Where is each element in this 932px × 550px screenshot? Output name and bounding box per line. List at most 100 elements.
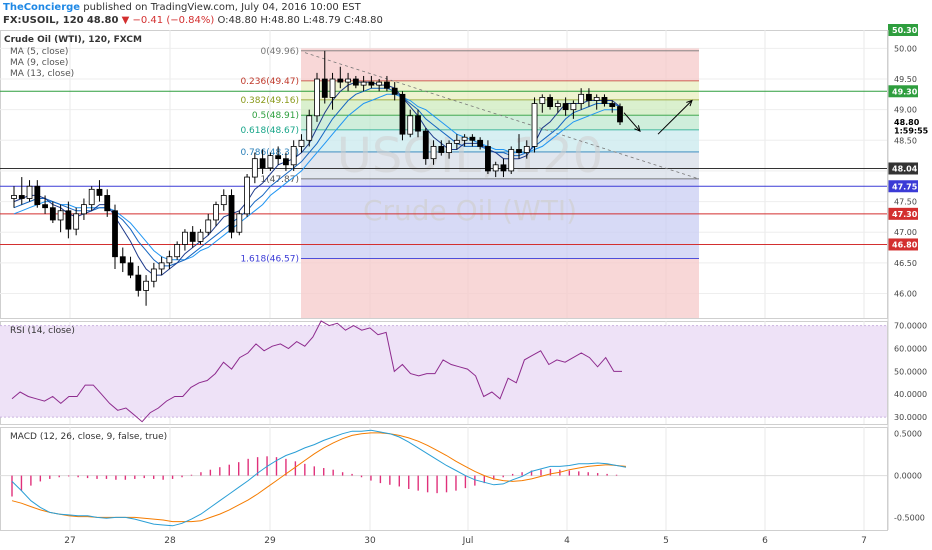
candle-body [127, 262, 134, 276]
legend-ma9: MA (9, close) [10, 58, 68, 68]
candle-body [259, 158, 266, 169]
candle-body [508, 149, 515, 172]
candle-body [376, 81, 383, 86]
candle-body [298, 139, 305, 147]
candle-body [150, 268, 157, 282]
price-change: ▼ −0.41 (−0.84%) [121, 15, 215, 26]
y-tick-label: 47.00 [894, 228, 917, 237]
candle-body [65, 210, 72, 230]
fib-zone-extension [301, 258, 699, 318]
candle-body [275, 155, 282, 160]
candle-body [446, 142, 452, 153]
candle-body [88, 188, 95, 206]
fib-zone [301, 80, 699, 100]
publish-line: TheConcierge published on TradingView.co… [3, 2, 361, 13]
fib-zone [301, 50, 699, 81]
candle-body [360, 81, 367, 86]
candle-body [578, 93, 585, 104]
candle-body [609, 103, 616, 107]
x-tick-label: 28 [164, 536, 176, 546]
symbol-label: FX:USOIL, 120 [3, 15, 84, 26]
candle-body [492, 164, 499, 172]
candle-body [104, 195, 111, 212]
price-tag [888, 238, 918, 251]
x-tick-label: 5 [663, 536, 669, 546]
price-tag-label: 46.80 [892, 240, 918, 249]
watermark-name: Crude Oil (WTI) [363, 194, 577, 227]
candle-body [220, 195, 227, 206]
fib-level-label: 0.382(49.16) [240, 96, 299, 106]
candle-body [236, 213, 243, 233]
x-tick-label: 7 [861, 536, 867, 546]
rsi-band [0, 325, 887, 418]
x-tick-label: Jul [462, 536, 474, 546]
candle-body [42, 204, 48, 209]
candle-body [438, 146, 445, 153]
watermark-symbol: USOIL, 120 [337, 128, 603, 184]
candle-body [244, 176, 250, 215]
candle-body [485, 146, 491, 172]
candle-body [399, 93, 406, 135]
y-tick-label: 47.50 [894, 198, 917, 207]
candle-body [166, 256, 173, 264]
candle-body [267, 155, 274, 169]
candle-body [306, 115, 313, 141]
macd-title: MACD (12, 26, close, 9, false, true) [10, 432, 167, 442]
y-tick-label: 46.00 [894, 289, 917, 298]
rsi-tick-label: 40.0000 [894, 390, 927, 399]
candle-body [283, 158, 289, 166]
price-tag-label: 48.80 [894, 118, 920, 127]
price-tag-label: 48.04 [892, 164, 918, 173]
candle-body [81, 204, 87, 215]
candle-body [197, 231, 204, 242]
legend-title: Crude Oil (WTI), 120, FXCM [4, 35, 142, 45]
x-tick-label: 4 [564, 536, 570, 546]
candle-body [34, 185, 41, 206]
y-tick-label: 49.00 [894, 106, 917, 115]
symbol-line: FX:USOIL, 120 48.80 ▼ −0.41 (−0.84%) O:4… [3, 15, 383, 26]
candle-body [290, 146, 297, 166]
candle-body [384, 81, 390, 89]
author-link[interactable]: TheConcierge [3, 2, 81, 13]
candle-body [469, 136, 476, 141]
macd-tick-label: 0.5000 [894, 430, 922, 439]
price-tag-label: 50.30 [892, 26, 918, 35]
macd-line [11, 429, 627, 527]
candle-body [18, 195, 25, 199]
candle-body [407, 115, 414, 135]
price-tag [888, 207, 918, 220]
candle-body [329, 78, 336, 98]
candle-body [119, 256, 126, 264]
candle-body [601, 97, 608, 104]
forecast-arrow-down-head [634, 125, 641, 132]
rsi-title: RSI (14, close) [10, 326, 75, 336]
chart-header: TheConcierge published on TradingView.co… [0, 0, 932, 28]
x-tick-label: 30 [364, 536, 376, 546]
fib-zone [301, 129, 699, 152]
candle-body [205, 219, 212, 233]
published-text: published on TradingView.com, July 04, 2… [83, 2, 361, 13]
fib-level-label: 0.786(48.31) [240, 148, 299, 158]
macd-tick-label: -0.5000 [894, 513, 925, 522]
fib-zone-top [301, 48, 699, 51]
price-tag [888, 162, 918, 175]
candle-body [345, 78, 351, 83]
fib-zone [301, 99, 699, 116]
candle-body [135, 274, 142, 291]
candle-body [352, 78, 359, 86]
price-tag-label: 1:59:55 [894, 126, 929, 135]
trend-line [304, 52, 700, 180]
fib-zone [301, 178, 699, 259]
price-tag-label: 49.30 [892, 87, 918, 96]
y-tick-label: 50.00 [894, 44, 917, 53]
price-tag [888, 24, 918, 36]
legend-ma5: MA (5, close) [10, 47, 68, 57]
candle-body [228, 195, 235, 233]
fib-level-label: 0(49.96) [260, 47, 299, 57]
candle-body [391, 87, 398, 95]
candle-body [547, 97, 553, 107]
macd-tick-label: 0.0000 [894, 472, 922, 481]
candle-body [531, 103, 538, 147]
last-price: 48.80 [86, 15, 119, 26]
